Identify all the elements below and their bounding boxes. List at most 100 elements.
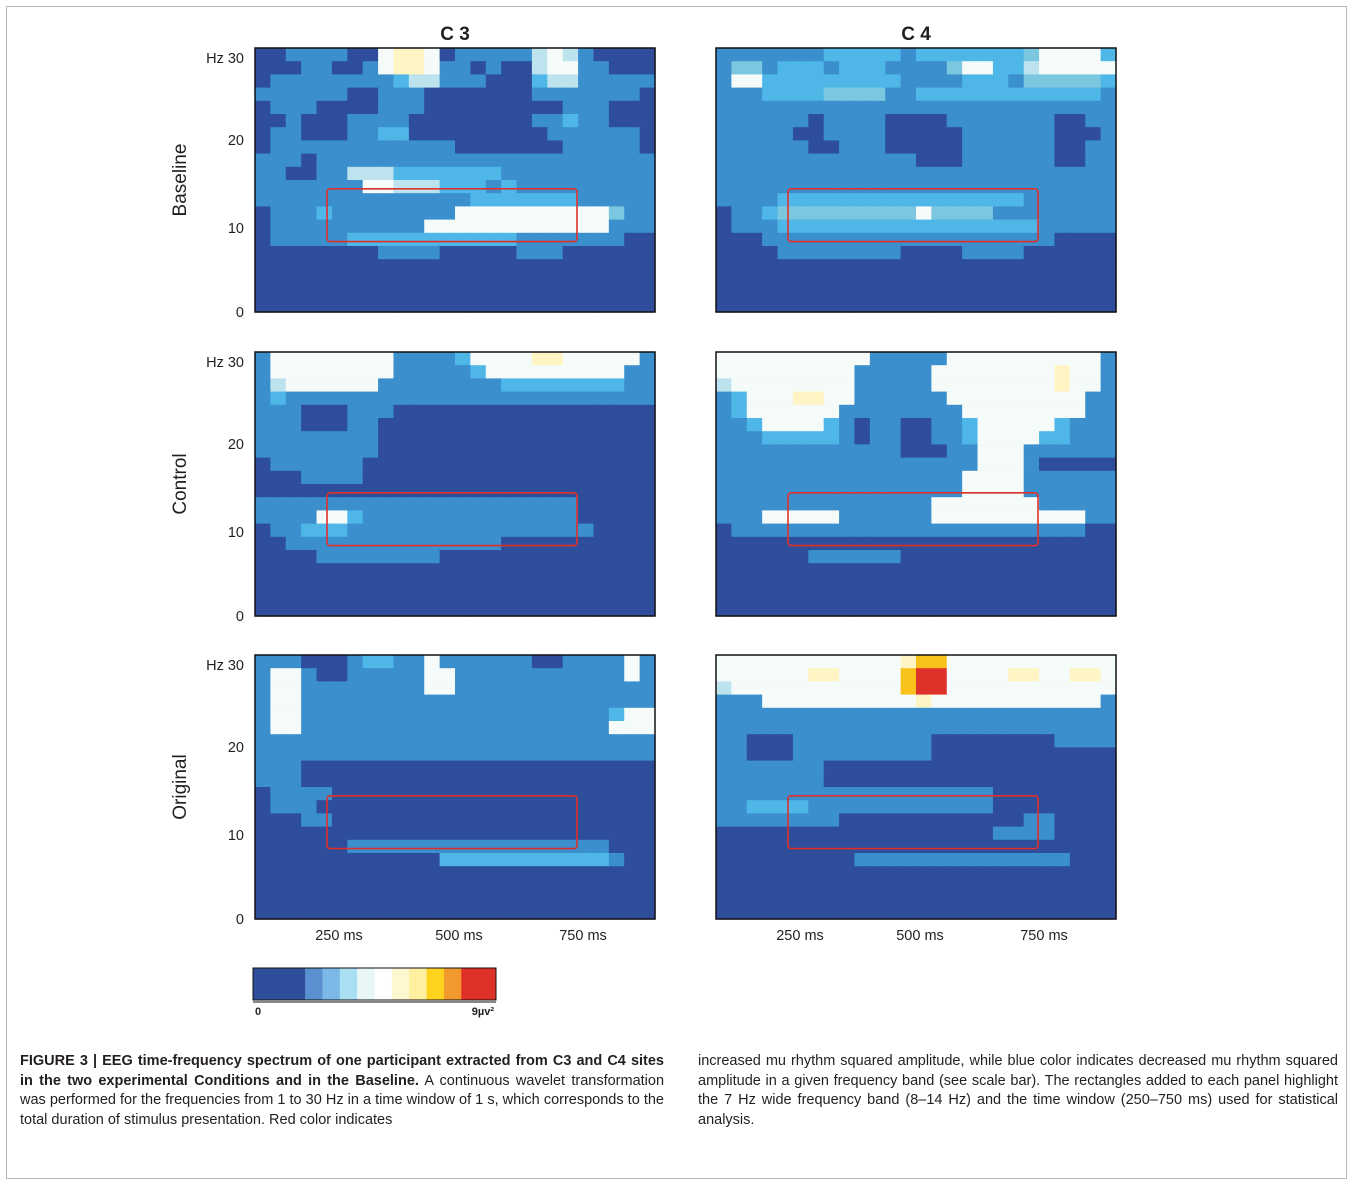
heatmap-cell: [608, 773, 625, 788]
heatmap-cell: [608, 259, 625, 273]
heatmap-cell: [347, 523, 364, 538]
heatmap-cell: [762, 87, 779, 102]
heatmap-cell: [854, 100, 871, 115]
heatmap-cell: [562, 787, 579, 801]
heatmap-cell: [393, 127, 410, 141]
heatmap-cell: [362, 457, 379, 472]
heatmap-cell: [408, 826, 425, 841]
heatmap-cell: [854, 418, 871, 432]
heatmap-cell: [731, 378, 748, 393]
heatmap-cell: [624, 879, 641, 894]
heatmap-cell: [531, 839, 548, 854]
heatmap-cell: [869, 839, 886, 854]
heatmap-cell: [316, 206, 333, 221]
heatmap-cell: [378, 536, 395, 551]
heatmap-cell: [639, 721, 656, 735]
heatmap-cell: [1085, 694, 1102, 709]
heatmap-cell: [916, 853, 932, 867]
heatmap-cell: [931, 232, 948, 247]
figure-frame: [6, 6, 1347, 1179]
heatmap-cell: [470, 444, 487, 459]
heatmap-cell: [931, 457, 948, 472]
heatmap-cell: [639, 365, 656, 379]
heatmap-cell: [1039, 180, 1056, 194]
heatmap-cell: [854, 589, 871, 604]
heatmap-cell: [331, 536, 348, 551]
heatmap-cell: [639, 760, 656, 775]
heatmap-cell: [900, 378, 917, 393]
heatmap-cell: [285, 773, 302, 788]
heatmap-cell: [608, 707, 625, 722]
heatmap-cell: [746, 206, 763, 221]
heatmap-cell: [900, 391, 917, 406]
heatmap-cell: [839, 74, 856, 89]
heatmap-cell: [1085, 681, 1102, 696]
heatmap-cell: [777, 523, 794, 538]
heatmap-cell: [1085, 813, 1102, 828]
heatmap-cell: [424, 87, 441, 102]
heatmap-cell: [578, 563, 595, 577]
heatmap-cell: [578, 800, 595, 814]
heatmap-cell: [531, 127, 548, 141]
heatmap-cell: [731, 655, 748, 669]
heatmap-cell: [839, 866, 856, 880]
heatmap-cell: [608, 470, 625, 485]
heatmap-cell: [547, 404, 564, 419]
caption-text: A continuous wavelet transformation was …: [20, 1072, 665, 1128]
heatmap-cell: [731, 153, 748, 168]
heatmap-cell: [455, 497, 471, 511]
heatmap-cell: [977, 153, 994, 168]
heatmap-cell: [746, 114, 763, 128]
heatmap-cell: [1023, 48, 1040, 62]
heatmap-cell: [931, 166, 948, 181]
heatmap-cell: [562, 127, 579, 141]
heatmap-cell: [331, 734, 348, 748]
heatmap-cell: [362, 193, 379, 207]
heatmap-cell: [731, 87, 748, 102]
heatmap-cell: [1008, 272, 1025, 287]
heatmap-cell: [839, 153, 856, 168]
heatmap-cell: [885, 787, 902, 801]
heatmap-cell: [808, 694, 825, 709]
heatmap-cell: [931, 404, 948, 419]
heatmap-cell: [1069, 166, 1086, 181]
heatmap-cell: [839, 497, 856, 511]
heatmap-cell: [1085, 61, 1102, 75]
heatmap-cell: [424, 760, 441, 775]
heatmap-cell: [1023, 166, 1040, 181]
heatmap-cell: [547, 681, 564, 696]
heatmap-cell: [639, 668, 656, 682]
heatmap-cell: [270, 61, 287, 75]
heatmap-cell: [562, 87, 579, 102]
heatmap-cell: [900, 153, 917, 168]
heatmap-cell: [792, 404, 809, 419]
heatmap-cell: [316, 668, 333, 682]
heatmap-cell: [1100, 734, 1117, 748]
heatmap-cell: [1100, 773, 1117, 788]
heatmap-cell: [378, 444, 395, 459]
heatmap-cell: [578, 378, 595, 393]
heatmap-cell: [424, 206, 441, 221]
heatmap-cell: [885, 602, 902, 617]
heatmap-cell: [808, 378, 825, 393]
heatmap-cell: [316, 839, 333, 854]
heatmap-cell: [531, 232, 548, 247]
heatmap-cell: [578, 74, 595, 89]
heatmap-cell: [578, 536, 595, 551]
heatmap-cell: [393, 681, 410, 696]
heatmap-cell: [531, 681, 548, 696]
heatmap-cell: [562, 563, 579, 577]
heatmap-cell: [854, 391, 871, 406]
heatmap-cell: [347, 694, 364, 709]
heatmap-cell: [931, 892, 948, 907]
heatmap-cell: [962, 787, 979, 801]
heatmap-cell: [455, 352, 471, 366]
heatmap-cell: [931, 272, 948, 287]
heatmap-cell: [854, 74, 871, 89]
column-title-c3: C 3: [440, 24, 470, 45]
heatmap-cell: [1039, 457, 1056, 472]
heatmap-cell: [900, 523, 917, 538]
heatmap-cell: [731, 365, 748, 379]
heatmap-cell: [1023, 352, 1040, 366]
heatmap-cell: [1069, 760, 1086, 775]
